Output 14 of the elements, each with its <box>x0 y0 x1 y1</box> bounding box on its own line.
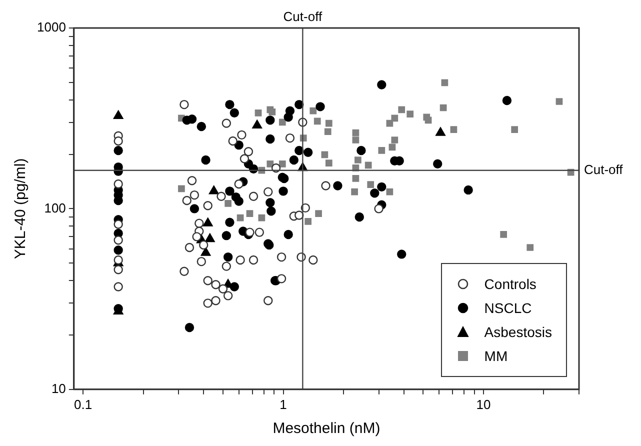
x-tick-label: 10 <box>476 396 491 412</box>
y-tick-label: 10 <box>51 380 66 396</box>
legend-label: MM <box>484 347 508 366</box>
y-tick-label: 1000 <box>37 20 66 35</box>
legend-label: Asbestosis <box>484 323 552 342</box>
legend-label: Controls <box>484 275 536 294</box>
ref-line-label: Cut-off <box>283 9 322 24</box>
legend-label: NSCLC <box>484 299 532 318</box>
y-axis-title: YKL-40 (pg/ml) <box>12 158 30 260</box>
ref-line-label: Cut-off <box>584 162 624 177</box>
x-tick-label: 0.1 <box>74 396 92 412</box>
x-axis-title: Mesothelin (nM) <box>272 420 380 438</box>
x-tick-label: 1 <box>280 396 287 412</box>
y-tick-label: 100 <box>44 200 66 216</box>
